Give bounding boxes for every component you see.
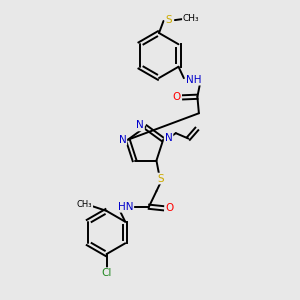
Text: N: N xyxy=(136,120,144,130)
Text: O: O xyxy=(165,203,173,213)
Text: O: O xyxy=(173,92,181,102)
Text: NH: NH xyxy=(186,75,201,85)
Text: Cl: Cl xyxy=(101,268,112,278)
Text: N: N xyxy=(118,135,126,145)
Text: CH₃: CH₃ xyxy=(77,200,92,209)
Text: S: S xyxy=(157,173,164,184)
Text: N: N xyxy=(165,133,172,143)
Text: HN: HN xyxy=(118,202,133,212)
Text: CH₃: CH₃ xyxy=(183,14,200,23)
Text: S: S xyxy=(166,15,172,25)
